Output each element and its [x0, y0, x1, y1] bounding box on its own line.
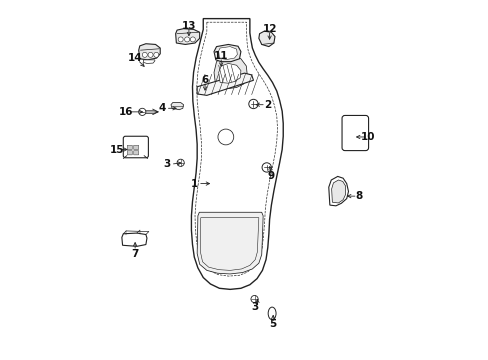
Text: 3: 3: [251, 302, 258, 312]
Polygon shape: [139, 44, 160, 60]
Text: 4: 4: [158, 103, 165, 113]
Text: 5: 5: [269, 319, 276, 329]
Polygon shape: [258, 31, 274, 46]
FancyBboxPatch shape: [133, 145, 139, 149]
Text: 6: 6: [201, 75, 208, 85]
FancyBboxPatch shape: [341, 116, 368, 150]
Text: 7: 7: [131, 248, 139, 258]
Polygon shape: [328, 176, 348, 206]
Text: 13: 13: [182, 21, 196, 31]
Text: 3: 3: [163, 159, 171, 169]
Circle shape: [178, 37, 183, 42]
Polygon shape: [197, 212, 263, 274]
Text: 11: 11: [214, 51, 228, 61]
Polygon shape: [218, 63, 241, 83]
Text: 9: 9: [267, 171, 274, 181]
Circle shape: [184, 37, 189, 42]
Circle shape: [262, 163, 271, 172]
Polygon shape: [143, 60, 155, 63]
Text: 12: 12: [262, 24, 276, 35]
Circle shape: [218, 129, 233, 145]
Circle shape: [153, 52, 159, 57]
Polygon shape: [191, 19, 283, 289]
Polygon shape: [214, 55, 247, 89]
Polygon shape: [171, 103, 183, 110]
Circle shape: [142, 52, 147, 57]
Polygon shape: [218, 46, 237, 59]
Circle shape: [139, 108, 145, 116]
Polygon shape: [175, 29, 199, 44]
Circle shape: [248, 99, 258, 109]
Polygon shape: [197, 73, 253, 95]
Text: 16: 16: [119, 107, 133, 117]
FancyBboxPatch shape: [127, 145, 132, 149]
Text: 10: 10: [360, 132, 375, 142]
FancyBboxPatch shape: [127, 150, 132, 155]
FancyBboxPatch shape: [123, 136, 148, 158]
Circle shape: [190, 37, 195, 42]
Text: 1: 1: [190, 179, 198, 189]
Text: 15: 15: [110, 144, 124, 154]
Polygon shape: [214, 44, 241, 62]
Polygon shape: [122, 233, 147, 246]
Polygon shape: [331, 180, 345, 203]
Polygon shape: [144, 111, 158, 113]
Text: 2: 2: [264, 100, 271, 110]
Circle shape: [177, 159, 184, 166]
Circle shape: [148, 52, 153, 57]
Ellipse shape: [267, 307, 276, 320]
Text: 8: 8: [355, 191, 362, 201]
Text: 14: 14: [127, 53, 142, 63]
Circle shape: [250, 296, 258, 303]
FancyBboxPatch shape: [133, 150, 139, 155]
